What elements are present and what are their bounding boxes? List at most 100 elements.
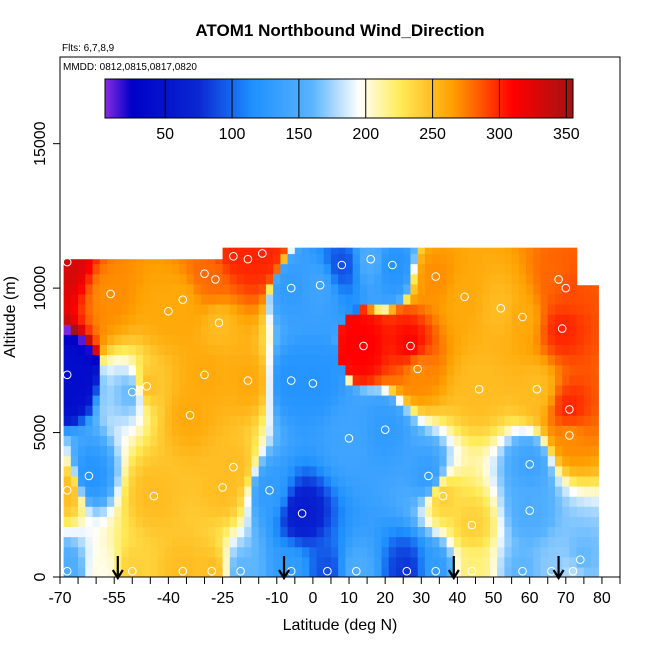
heatmap-cell	[265, 506, 274, 517]
heatmap-cell	[583, 455, 592, 467]
heatmap-cell	[583, 415, 592, 426]
heatmap-cell	[157, 435, 166, 447]
heatmap-cell	[99, 566, 108, 577]
x-tick-label: 70	[557, 590, 575, 607]
heatmap-cell	[258, 425, 267, 437]
heatmap-cell	[417, 415, 426, 426]
colorbar-swatch	[306, 79, 309, 118]
heatmap-cell	[345, 253, 354, 265]
heatmap-cell	[316, 546, 325, 558]
heatmap-cell	[179, 506, 188, 517]
heatmap-cell	[504, 293, 513, 305]
colorbar-swatch	[111, 79, 114, 118]
heatmap-cell	[554, 374, 563, 386]
heatmap-cell	[489, 395, 498, 406]
heatmap-cell	[114, 263, 123, 275]
heatmap-cell	[287, 415, 296, 426]
heatmap-cell	[547, 516, 556, 528]
heatmap-cell	[78, 334, 86, 346]
heatmap-cell	[403, 304, 412, 315]
heatmap-cell	[359, 496, 368, 507]
heatmap-cell	[446, 526, 455, 538]
heatmap-cell	[526, 314, 534, 325]
heatmap-cell	[547, 293, 556, 305]
heatmap-cell	[179, 374, 188, 386]
heatmap-cell	[367, 247, 375, 255]
heatmap-cell	[475, 263, 484, 275]
heatmap-cell	[359, 546, 368, 558]
heatmap-cell	[92, 526, 101, 538]
heatmap-cell	[222, 405, 231, 416]
heatmap-cell	[316, 364, 325, 376]
heatmap-cell	[453, 247, 462, 255]
heatmap-cell	[403, 395, 412, 406]
heatmap-cell	[200, 334, 209, 346]
colorbar-swatch	[339, 79, 341, 118]
heatmap-cell	[562, 247, 571, 255]
heatmap-cell	[280, 314, 289, 325]
heatmap-cell	[200, 364, 209, 376]
heatmap-cell	[403, 475, 412, 487]
heatmap-cell	[193, 263, 202, 275]
colorbar-swatch	[528, 79, 531, 118]
heatmap-cell	[70, 455, 79, 467]
heatmap-cell	[547, 314, 556, 325]
colorbar-swatch	[185, 79, 188, 118]
heatmap-cell	[294, 354, 303, 366]
heatmap-cell	[128, 486, 137, 497]
heatmap-cell	[193, 496, 202, 507]
heatmap-cell	[367, 334, 375, 346]
heatmap-cell	[497, 425, 505, 437]
colorbar-swatch	[238, 79, 241, 118]
heatmap-cell	[294, 455, 303, 467]
colorbar-swatch	[466, 79, 468, 118]
heatmap-cell	[172, 475, 180, 487]
heatmap-cell	[143, 405, 151, 416]
heatmap-cell	[309, 475, 318, 487]
heatmap-cell	[287, 344, 296, 356]
heatmap-cell	[547, 405, 556, 416]
heatmap-cell	[258, 273, 267, 285]
observation-point	[178, 566, 188, 576]
heatmap-cell	[511, 425, 520, 437]
colorbar-swatch	[538, 79, 541, 118]
heatmap-cell	[323, 395, 332, 406]
heatmap-cell	[424, 283, 433, 295]
heatmap-cell	[179, 293, 188, 305]
heatmap-cell	[179, 334, 188, 346]
y-tick-label: 0	[32, 572, 49, 581]
heatmap-cell	[135, 475, 144, 487]
heatmap-cell	[251, 425, 260, 437]
heatmap-cell	[417, 566, 426, 577]
heatmap-cell	[475, 556, 484, 568]
heatmap-cell	[78, 259, 86, 265]
heatmap-cell	[280, 395, 289, 406]
heatmap-cell	[533, 516, 542, 528]
colorbar-swatch	[403, 79, 406, 118]
heatmap-cell	[583, 384, 592, 396]
colorbar-swatch	[551, 79, 554, 118]
heatmap-cell	[374, 314, 383, 325]
heatmap-cell	[338, 304, 347, 315]
heatmap-cell	[504, 263, 513, 275]
heatmap-cell	[576, 556, 585, 568]
heatmap-cell	[85, 395, 94, 406]
heatmap-cell	[135, 364, 144, 376]
heatmap-cell	[518, 354, 527, 366]
heatmap-cell	[410, 455, 419, 467]
heatmap-cell	[475, 415, 484, 426]
heatmap-cell	[576, 455, 585, 467]
heatmap-cell	[453, 334, 462, 346]
heatmap-cell	[265, 546, 274, 558]
heatmap-cell	[569, 344, 578, 356]
heatmap-cell	[569, 425, 578, 437]
heatmap-cell	[396, 304, 404, 315]
heatmap-cell	[562, 253, 571, 265]
colorbar-swatch	[560, 79, 563, 118]
colorbar-swatch	[552, 79, 555, 118]
heatmap-cell	[518, 395, 527, 406]
heatmap-cell	[518, 566, 527, 577]
heatmap-cell	[273, 445, 281, 457]
heatmap-cell	[461, 496, 469, 507]
heatmap-cell	[446, 465, 455, 477]
